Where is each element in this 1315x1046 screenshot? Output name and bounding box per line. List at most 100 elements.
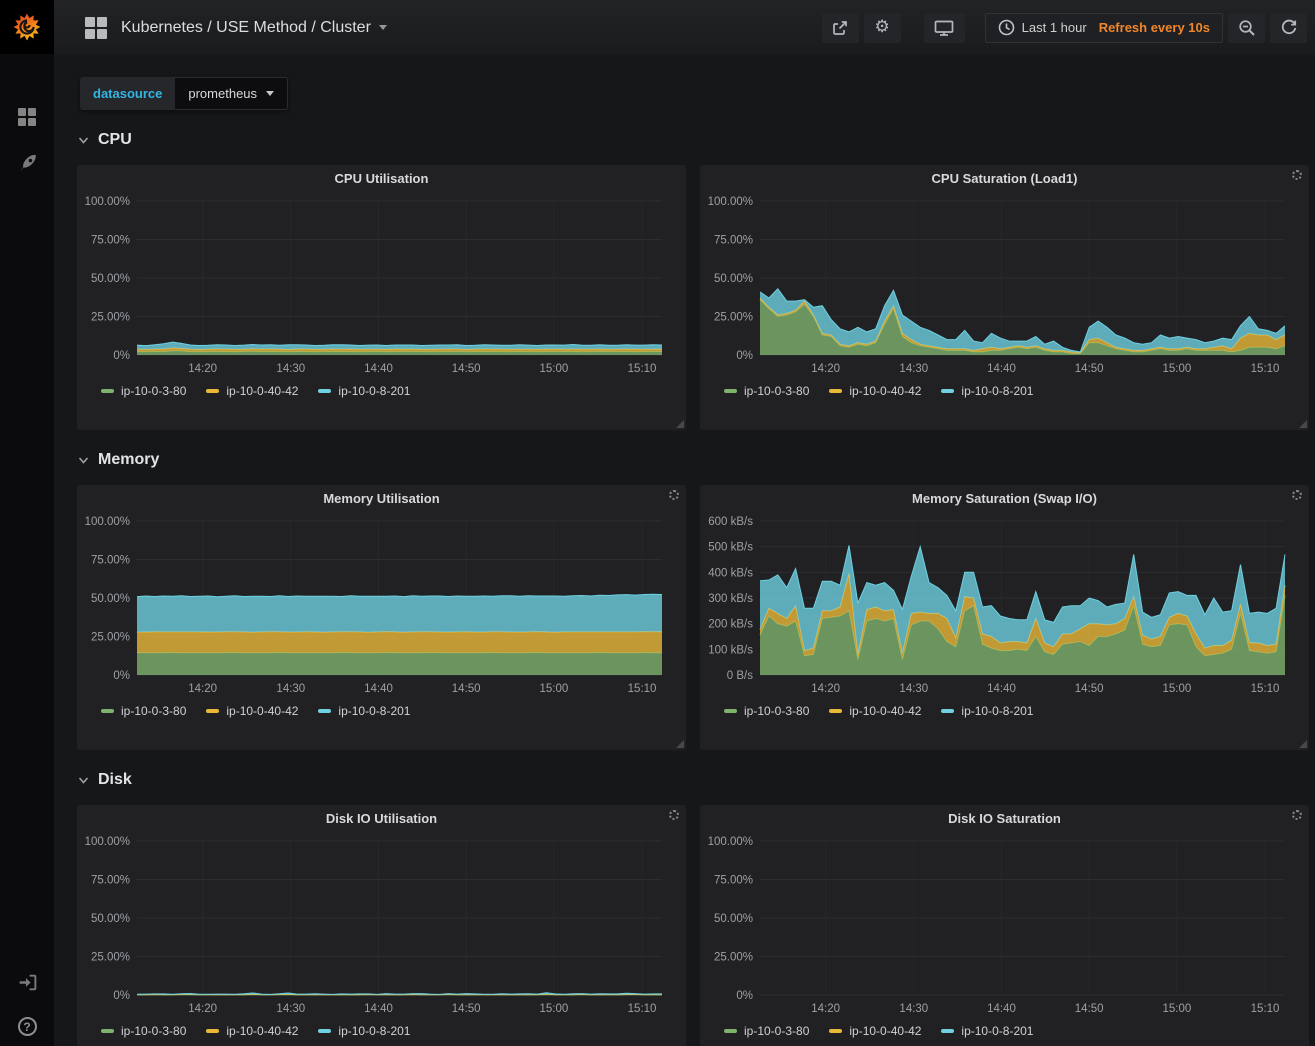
monitor-icon xyxy=(934,19,954,37)
svg-text:14:20: 14:20 xyxy=(188,363,217,375)
svg-text:15:10: 15:10 xyxy=(628,683,657,695)
panel-title[interactable]: CPU Utilisation xyxy=(77,171,686,186)
svg-text:14:40: 14:40 xyxy=(364,363,393,375)
section-header-disk[interactable]: Disk xyxy=(54,765,1315,795)
legend-series-label: ip-10-0-8-201 xyxy=(961,1024,1033,1038)
svg-text:15:00: 15:00 xyxy=(539,683,568,695)
panel-title[interactable]: Disk IO Saturation xyxy=(700,811,1309,826)
legend-item-ip-10-0-3-80[interactable]: ip-10-0-3-80 xyxy=(101,384,186,398)
grafana-flame-icon xyxy=(13,13,41,41)
panel-title[interactable]: Memory Saturation (Swap I/O) xyxy=(700,491,1309,506)
legend-item-ip-10-0-8-201[interactable]: ip-10-0-8-201 xyxy=(318,1024,410,1038)
legend-item-ip-10-0-40-42[interactable]: ip-10-0-40-42 xyxy=(206,704,298,718)
dashboard-title[interactable]: Kubernetes / USE Method / Cluster xyxy=(121,19,387,37)
panel-resize-handle[interactable] xyxy=(1299,740,1307,748)
legend-item-ip-10-0-3-80[interactable]: ip-10-0-3-80 xyxy=(724,704,809,718)
zoom-out-button[interactable] xyxy=(1228,13,1265,43)
svg-text:75.00%: 75.00% xyxy=(714,235,753,247)
svg-text:15:10: 15:10 xyxy=(1251,363,1280,375)
panel-title[interactable]: CPU Saturation (Load1) xyxy=(700,171,1309,186)
section-label: CPU xyxy=(98,131,132,149)
dashboard-picker-grid-icon[interactable] xyxy=(85,17,107,39)
sidebar-item-dashboards[interactable] xyxy=(16,106,38,128)
help-icon[interactable]: ? xyxy=(18,1017,37,1036)
grafana-logo[interactable] xyxy=(0,0,54,54)
sidebar-item-sign-in[interactable] xyxy=(16,971,38,993)
svg-text:14:40: 14:40 xyxy=(987,363,1016,375)
svg-text:0 B/s: 0 B/s xyxy=(727,670,753,682)
legend-series-marker xyxy=(941,709,954,713)
panel-resize-handle[interactable] xyxy=(676,740,684,748)
svg-text:14:20: 14:20 xyxy=(811,1003,840,1015)
legend-item-ip-10-0-40-42[interactable]: ip-10-0-40-42 xyxy=(829,1024,921,1038)
svg-text:14:40: 14:40 xyxy=(364,1003,393,1015)
legend-item-ip-10-0-3-80[interactable]: ip-10-0-3-80 xyxy=(724,1024,809,1038)
loading-spinner-icon xyxy=(1292,170,1302,180)
loading-spinner-icon xyxy=(1292,490,1302,500)
submenu: datasource prometheus xyxy=(54,55,1315,110)
svg-text:15:10: 15:10 xyxy=(1251,1003,1280,1015)
svg-text:14:50: 14:50 xyxy=(452,1003,481,1015)
svg-text:50.00%: 50.00% xyxy=(91,913,130,925)
svg-text:14:50: 14:50 xyxy=(1075,683,1104,695)
panel-resize-handle[interactable] xyxy=(1299,420,1307,428)
svg-text:15:00: 15:00 xyxy=(1162,1003,1191,1015)
panel-legend: ip-10-0-3-80 ip-10-0-40-42 ip-10-0-8-201 xyxy=(101,384,410,398)
settings-button[interactable]: ⚙ xyxy=(864,13,901,43)
legend-item-ip-10-0-8-201[interactable]: ip-10-0-8-201 xyxy=(318,384,410,398)
clock-icon xyxy=(998,19,1015,36)
svg-text:50.00%: 50.00% xyxy=(714,913,753,925)
svg-text:14:20: 14:20 xyxy=(811,363,840,375)
panel-row: CPU Utilisation100.00%75.00%50.00%25.00%… xyxy=(54,165,1315,430)
svg-text:14:50: 14:50 xyxy=(1075,1003,1104,1015)
svg-text:14:30: 14:30 xyxy=(899,683,928,695)
svg-text:14:20: 14:20 xyxy=(811,683,840,695)
legend-series-label: ip-10-0-3-80 xyxy=(121,704,186,718)
legend-item-ip-10-0-8-201[interactable]: ip-10-0-8-201 xyxy=(318,704,410,718)
legend-item-ip-10-0-3-80[interactable]: ip-10-0-3-80 xyxy=(101,1024,186,1038)
legend-item-ip-10-0-40-42[interactable]: ip-10-0-40-42 xyxy=(829,384,921,398)
svg-text:14:20: 14:20 xyxy=(188,1003,217,1015)
panel-title[interactable]: Memory Utilisation xyxy=(77,491,686,506)
legend-item-ip-10-0-3-80[interactable]: ip-10-0-3-80 xyxy=(101,704,186,718)
chart-disk-io-utilisation[interactable]: 100.00%75.00%50.00%25.00%0%14:2014:3014:… xyxy=(77,805,686,1046)
svg-text:100.00%: 100.00% xyxy=(708,836,753,848)
legend-series-marker xyxy=(724,709,737,713)
legend-series-label: ip-10-0-40-42 xyxy=(226,704,298,718)
variable-value-dropdown[interactable]: prometheus xyxy=(175,77,288,110)
svg-text:75.00%: 75.00% xyxy=(714,875,753,887)
legend-item-ip-10-0-3-80[interactable]: ip-10-0-3-80 xyxy=(724,384,809,398)
svg-text:75.00%: 75.00% xyxy=(91,235,130,247)
legend-item-ip-10-0-40-42[interactable]: ip-10-0-40-42 xyxy=(829,704,921,718)
legend-item-ip-10-0-8-201[interactable]: ip-10-0-8-201 xyxy=(941,384,1033,398)
time-picker[interactable]: Last 1 hour Refresh every 10s xyxy=(985,13,1223,43)
panel-title[interactable]: Disk IO Utilisation xyxy=(77,811,686,826)
legend-item-ip-10-0-8-201[interactable]: ip-10-0-8-201 xyxy=(941,704,1033,718)
legend-series-marker xyxy=(941,1029,954,1033)
panel-legend: ip-10-0-3-80 ip-10-0-40-42 ip-10-0-8-201 xyxy=(724,704,1033,718)
legend-item-ip-10-0-8-201[interactable]: ip-10-0-8-201 xyxy=(941,1024,1033,1038)
svg-text:100 kB/s: 100 kB/s xyxy=(708,644,753,656)
panel-memory-saturation-swap-i-o: Memory Saturation (Swap I/O)600 kB/s500 … xyxy=(700,485,1309,750)
sidebar-item-plugins[interactable] xyxy=(16,152,38,174)
legend-series-label: ip-10-0-8-201 xyxy=(961,704,1033,718)
navbar: Kubernetes / USE Method / Cluster ⚙ xyxy=(54,0,1315,55)
dashboard-title-text: Kubernetes / USE Method / Cluster xyxy=(121,19,371,37)
chart-disk-io-saturation[interactable]: 100.00%75.00%50.00%25.00%0%14:2014:3014:… xyxy=(700,805,1309,1046)
svg-text:100.00%: 100.00% xyxy=(85,516,130,528)
share-button[interactable] xyxy=(822,13,859,43)
section-header-memory[interactable]: Memory xyxy=(54,445,1315,475)
refresh-button[interactable] xyxy=(1270,13,1307,43)
section-header-cpu[interactable]: CPU xyxy=(54,125,1315,155)
cycle-view-button[interactable] xyxy=(924,13,965,43)
legend-item-ip-10-0-40-42[interactable]: ip-10-0-40-42 xyxy=(206,384,298,398)
panel-cpu-saturation-load1: CPU Saturation (Load1)100.00%75.00%50.00… xyxy=(700,165,1309,430)
variable-datasource: datasource prometheus xyxy=(80,77,288,110)
svg-text:75.00%: 75.00% xyxy=(91,555,130,567)
panel-resize-handle[interactable] xyxy=(676,420,684,428)
legend-item-ip-10-0-40-42[interactable]: ip-10-0-40-42 xyxy=(206,1024,298,1038)
panel-row: Memory Utilisation100.00%75.00%50.00%25.… xyxy=(54,485,1315,750)
side-menu: ? xyxy=(0,0,54,1046)
svg-text:14:30: 14:30 xyxy=(899,1003,928,1015)
legend-series-label: ip-10-0-8-201 xyxy=(338,704,410,718)
